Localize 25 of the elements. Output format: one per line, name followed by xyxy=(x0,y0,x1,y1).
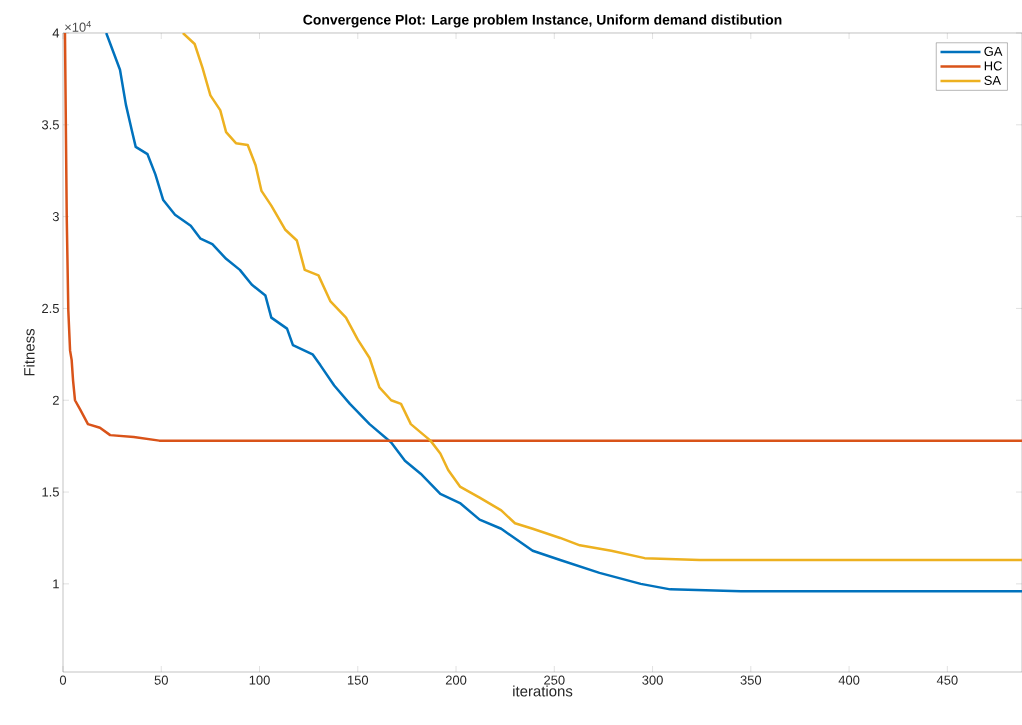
x-axis-title: iterations xyxy=(513,685,573,697)
y-tick-label: 1.5 xyxy=(42,487,59,497)
legend-label: GA xyxy=(984,46,1003,56)
y-tick-label: 3.5 xyxy=(41,120,59,130)
text: ×10$^{4}$ xyxy=(65,21,91,32)
x-tick-label: 200 xyxy=(445,675,467,685)
x-tick-label: 300 xyxy=(642,675,663,685)
x-tick-label: 400 xyxy=(838,675,860,685)
x-tick-label: 450 xyxy=(936,675,958,685)
y-tick-label: 1 xyxy=(53,579,59,589)
x-tick-label: 150 xyxy=(347,675,369,685)
legend-label: HC xyxy=(984,61,1002,71)
y-axis-title: Fitness xyxy=(23,328,35,376)
x-tick-label: 250 xyxy=(544,675,565,685)
chart-title: Convergence Plot: Large problem Instance, Uniform demand distibution xyxy=(303,14,782,28)
legend-label: SA xyxy=(984,75,1001,85)
x-tick-label: 100 xyxy=(249,675,270,685)
x-tick-label: 50 xyxy=(154,675,168,685)
x-tick-label: 0 xyxy=(59,675,67,685)
y-tick-label: 2 xyxy=(52,395,59,405)
y-tick-label: 3 xyxy=(52,212,59,222)
y-tick-label: 2.5 xyxy=(42,303,59,314)
line-series xyxy=(63,32,1022,442)
x-tick-label: 350 xyxy=(740,675,762,685)
y-tick-label: 4 xyxy=(52,28,60,38)
